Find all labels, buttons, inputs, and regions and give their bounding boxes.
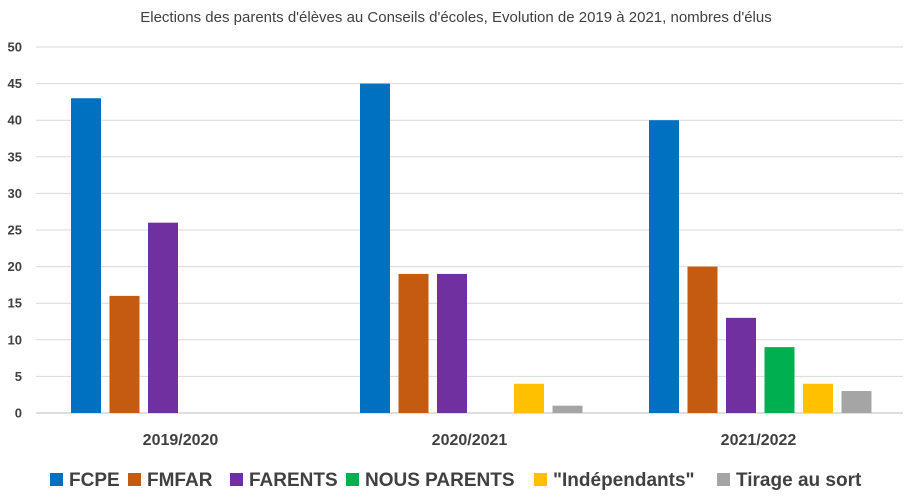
- y-tick-label: 20: [8, 259, 22, 274]
- legend-swatch: [717, 473, 730, 486]
- bar-tirage-au-sort-1: [552, 405, 583, 413]
- legend: FCPE FMFAR FARENTS NOUS PARENTS "Indépendant…: [50, 470, 862, 491]
- legend-label: FARENTS: [249, 470, 338, 491]
- bar-ind-pendants-1: [514, 383, 544, 413]
- y-tick-label: 25: [8, 223, 22, 238]
- legend-label: NOUS PARENTS: [365, 470, 515, 491]
- legend-label: Tirage au sort: [736, 470, 862, 491]
- bars: [71, 83, 872, 414]
- legend-swatch: [128, 473, 141, 486]
- chart-title: Elections des parents d'élèves au Consei…: [140, 9, 772, 26]
- y-tick-label: 40: [8, 113, 22, 128]
- y-axis-tick-labels: 0 5 10 15 20 25 30 35 40 45 50: [8, 40, 22, 421]
- legend-label: "Indépendants": [553, 470, 695, 491]
- bar-fcpe-1: [360, 83, 390, 413]
- legend-swatch: [534, 473, 547, 486]
- x-tick-label: 2021/2022: [721, 432, 797, 449]
- y-tick-label: 0: [15, 406, 22, 421]
- gridlines: [36, 46, 903, 414]
- legend-label: FMFAR: [147, 470, 213, 491]
- y-tick-label: 10: [8, 332, 22, 347]
- x-tick-label: 2020/2021: [432, 432, 508, 449]
- bar-ind-pendants-2: [803, 383, 833, 413]
- bar-farents-0: [148, 222, 178, 413]
- y-tick-label: 50: [8, 40, 22, 55]
- legend-swatch: [346, 473, 359, 486]
- x-tick-label: 2019/2020: [143, 432, 219, 449]
- bar-farents-1: [437, 273, 467, 413]
- y-tick-label: 5: [15, 369, 22, 384]
- bar-nous-parents-2: [764, 347, 795, 413]
- y-tick-label: 30: [8, 186, 22, 201]
- legend-swatch: [50, 473, 63, 486]
- bar-farents-2: [726, 317, 756, 413]
- legend-label: FCPE: [69, 470, 120, 491]
- bar-fmfar-0: [109, 295, 140, 413]
- bar-fmfar-2: [687, 266, 718, 413]
- y-tick-label: 45: [8, 76, 22, 91]
- y-tick-label: 15: [8, 296, 22, 311]
- y-tick-label: 35: [8, 149, 22, 164]
- legend-swatch: [230, 473, 243, 486]
- bar-fmfar-1: [398, 273, 429, 413]
- bar-fcpe-2: [649, 120, 679, 413]
- bar-fcpe-0: [71, 98, 101, 414]
- bar-tirage-au-sort-2: [841, 391, 872, 413]
- x-axis-tick-labels: 2019/2020 2020/2021 2021/2022: [143, 432, 797, 449]
